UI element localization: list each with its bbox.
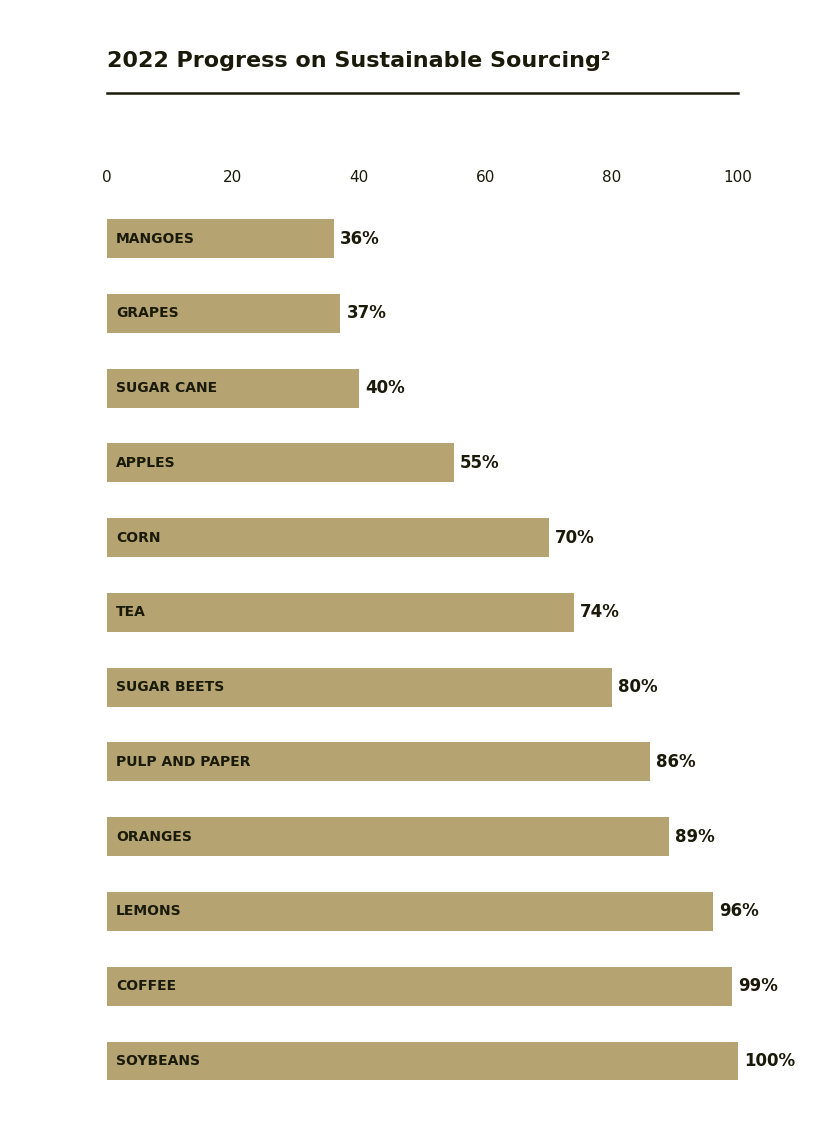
Bar	[106, 967, 731, 1005]
Text: COFFEE: COFFEE	[116, 979, 176, 993]
Text: GRAPES: GRAPES	[116, 307, 179, 320]
Text: PULP AND PAPER: PULP AND PAPER	[116, 755, 251, 770]
Text: SUGAR BEETS: SUGAR BEETS	[116, 681, 224, 694]
Text: 86%: 86%	[655, 752, 695, 771]
Text: CORN: CORN	[116, 530, 161, 545]
Text: ORANGES: ORANGES	[116, 830, 192, 844]
Text: 70%: 70%	[554, 529, 594, 547]
Bar	[106, 817, 667, 856]
Text: SOYBEANS: SOYBEANS	[116, 1054, 200, 1068]
Text: APPLES: APPLES	[116, 456, 175, 470]
Text: 80%: 80%	[618, 678, 657, 697]
Text: 99%: 99%	[737, 977, 777, 995]
Bar	[106, 519, 548, 557]
Bar	[106, 368, 359, 408]
Bar	[106, 1042, 737, 1081]
Text: 89%: 89%	[674, 828, 713, 846]
Text: 2022 Progress on Sustainable Sourcing²: 2022 Progress on Sustainable Sourcing²	[106, 51, 609, 72]
Bar	[106, 742, 649, 781]
Text: SUGAR CANE: SUGAR CANE	[116, 381, 217, 396]
Text: 96%: 96%	[718, 903, 758, 920]
Text: MANGOES: MANGOES	[116, 231, 195, 245]
Bar	[106, 668, 611, 707]
Bar	[106, 219, 333, 258]
Text: 100%: 100%	[744, 1052, 794, 1070]
Text: LEMONS: LEMONS	[116, 904, 182, 919]
Text: TEA: TEA	[116, 605, 146, 619]
Bar	[106, 294, 340, 333]
Text: 37%: 37%	[346, 304, 386, 323]
Bar	[106, 891, 712, 931]
Bar	[106, 593, 573, 632]
Text: 36%: 36%	[340, 229, 379, 247]
Text: 55%: 55%	[459, 454, 500, 472]
Text: 74%: 74%	[580, 603, 619, 621]
Bar	[106, 443, 454, 482]
Text: 40%: 40%	[365, 380, 405, 397]
